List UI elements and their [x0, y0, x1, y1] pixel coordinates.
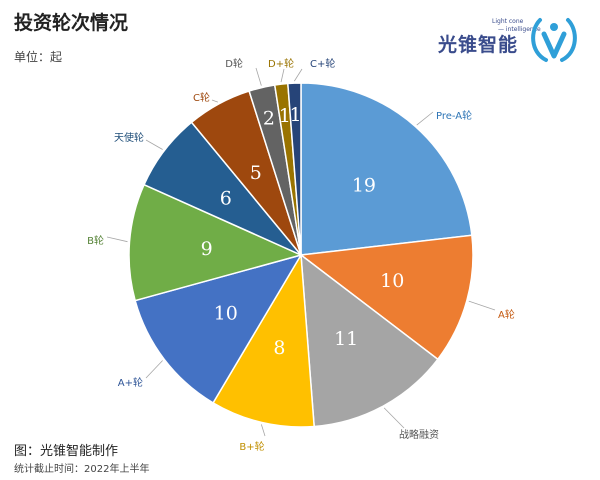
data-label-value: 6: [220, 188, 232, 210]
category-label: A轮: [498, 308, 515, 321]
category-label: A+轮: [118, 376, 143, 389]
category-label: 天使轮: [114, 131, 144, 144]
leader-line: [383, 407, 405, 429]
category-label: C+轮: [310, 57, 335, 70]
data-label-value: 1: [279, 105, 291, 127]
data-label-value: 10: [214, 302, 238, 324]
pie-slice-b-plus轮: [212, 252, 315, 428]
pie-slice-c-plus轮: [287, 82, 302, 256]
data-label-value: 1: [290, 104, 302, 126]
leader-line: [145, 360, 163, 379]
logo-english-line-2: — intelligence: [498, 26, 541, 33]
brand-logo: Light cone — intelligence 光锥智能: [438, 12, 588, 68]
pie-slice-a轮: [299, 234, 474, 361]
leader-line: [293, 68, 303, 82]
pie-slice-b轮: [128, 183, 304, 302]
leader-line: [255, 67, 262, 86]
category-label: D+轮: [268, 57, 294, 70]
data-label-value: 11: [334, 328, 358, 350]
leader-line: [260, 424, 266, 437]
data-label-value: 2: [263, 108, 275, 130]
data-label-value: 5: [250, 162, 262, 184]
data-label-value: 8: [273, 337, 285, 359]
category-label: 战略融资: [399, 428, 439, 441]
data-label-value: 10: [380, 270, 404, 292]
figure-caption: 图：光锥智能制作: [14, 444, 119, 459]
light-cone-logo-icon: [531, 18, 577, 62]
chart-title: 投资轮次情况: [14, 12, 129, 34]
leader-line: [416, 111, 434, 126]
pie-slice-战略融资: [300, 253, 439, 428]
category-label: Pre-A轮: [436, 109, 472, 122]
data-label-value: 19: [352, 174, 376, 196]
unit-label: 单位：起: [14, 50, 63, 64]
logo-chinese-text: 光锥智能: [438, 34, 519, 56]
leader-line: [468, 300, 496, 311]
pie-slice-a-plus轮: [134, 253, 303, 404]
leader-line: [280, 68, 285, 83]
leader-line: [211, 99, 219, 103]
category-label: D轮: [225, 57, 243, 70]
logo-english-line-1: Light cone: [492, 18, 524, 25]
category-label: C轮: [193, 91, 210, 104]
pie-slice-pre-a轮: [300, 82, 473, 256]
data-label-value: 9: [201, 238, 213, 260]
leader-line: [145, 139, 163, 150]
category-label: B轮: [87, 234, 104, 247]
category-label: B+轮: [239, 440, 264, 453]
leader-line: [106, 236, 128, 243]
footnote: 统计截止时间：2022年上半年: [14, 464, 150, 475]
